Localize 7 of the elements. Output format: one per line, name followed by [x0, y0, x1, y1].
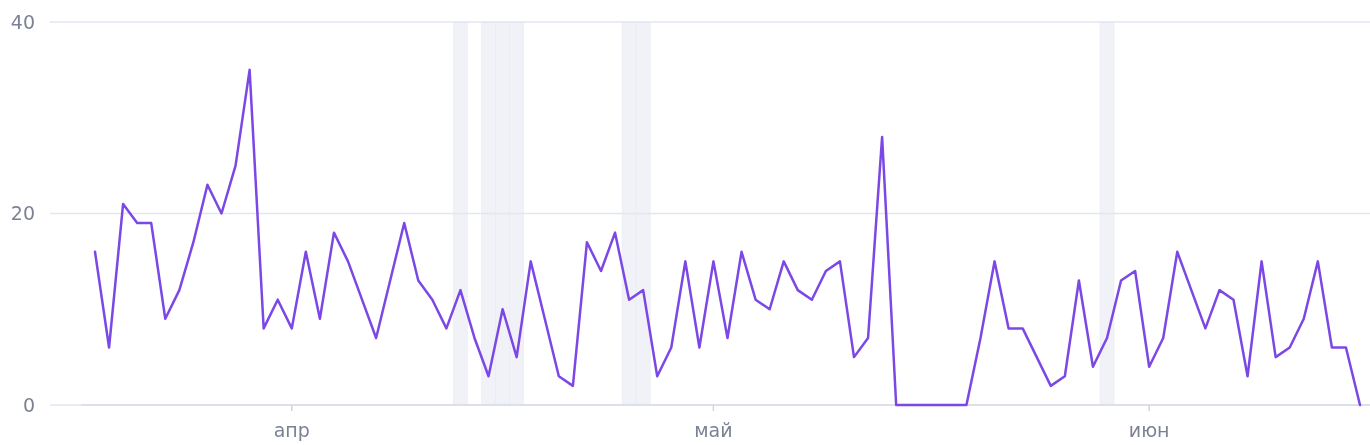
x-tick-label: апр [273, 419, 310, 441]
y-tick-label: 0 [22, 393, 35, 416]
y-tick-label: 40 [10, 10, 35, 33]
y-tick-label: 20 [10, 202, 35, 225]
x-tick-label: май [694, 419, 733, 441]
x-tick-label: июн [1128, 419, 1170, 441]
line-series [93, 68, 1362, 407]
